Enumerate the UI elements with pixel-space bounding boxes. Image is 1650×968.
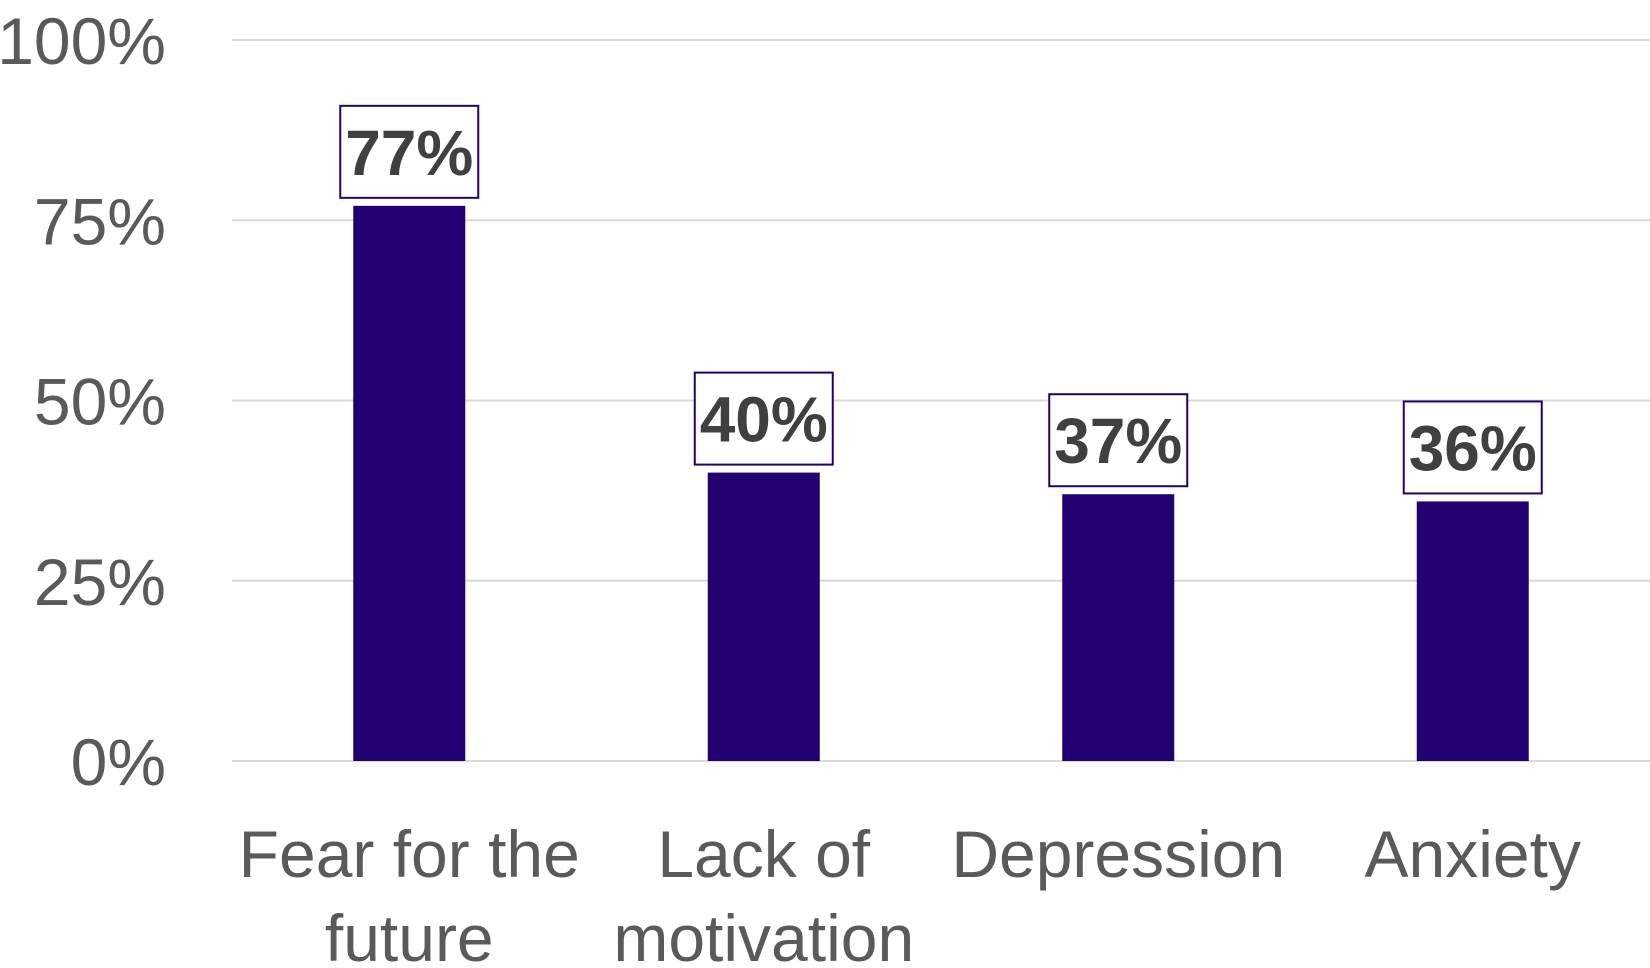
y-tick-label: 100%: [0, 4, 166, 78]
x-tick-label: Fear for the future: [239, 817, 580, 968]
data-label: 36%: [1409, 412, 1537, 484]
x-tick-label: Depression: [951, 817, 1285, 891]
x-tick-label: Lack of motivation: [613, 817, 914, 968]
y-axis-ticks: 0% 25% 50% 75% 100%: [0, 4, 166, 799]
y-tick-label: 25%: [34, 545, 166, 619]
bars: [353, 205, 1529, 761]
data-label: 40%: [700, 384, 828, 456]
bar: [1062, 494, 1175, 761]
x-tick-label-line: Depression: [951, 817, 1285, 891]
gridlines: [232, 39, 1650, 762]
x-tick-label-line: Lack of: [657, 817, 870, 891]
bar: [353, 205, 466, 761]
bar: [1416, 501, 1529, 761]
bar: [707, 472, 820, 761]
data-label-box: [339, 104, 480, 199]
data-label: 37%: [1054, 405, 1182, 477]
x-tick-label-line: Anxiety: [1365, 817, 1581, 891]
y-tick-label: 75%: [34, 184, 166, 258]
x-axis-ticks: Fear for the future Lack of motivation Depre…: [239, 817, 1581, 968]
x-tick-label-line: Fear for the: [239, 817, 580, 891]
data-labels: 77% 40% 37% 36%: [339, 104, 1543, 495]
y-tick-label: 50%: [34, 365, 166, 439]
x-tick-label-line: motivation: [613, 901, 914, 968]
x-tick-label-line: future: [325, 901, 494, 968]
data-label-box: [1402, 400, 1543, 495]
y-tick-label: 0%: [71, 725, 166, 799]
x-tick-label: Anxiety: [1365, 817, 1581, 891]
data-label-box: [1048, 393, 1189, 488]
data-label-box: [693, 371, 834, 466]
data-label: 77%: [345, 117, 473, 189]
